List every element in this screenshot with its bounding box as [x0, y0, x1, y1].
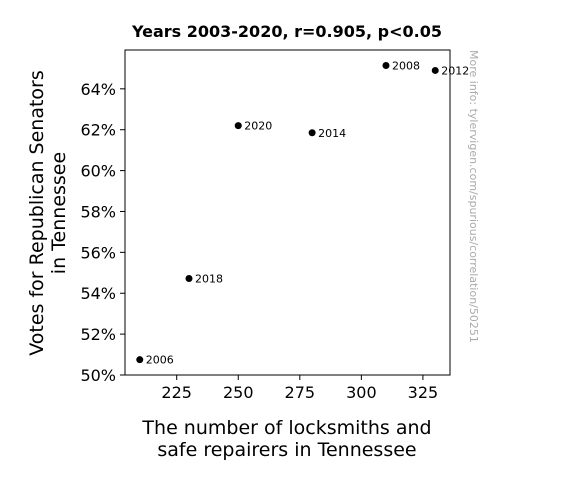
- chart-title: Years 2003-2020, r=0.905, p<0.05: [131, 22, 442, 41]
- x-tick-label: 275: [285, 383, 316, 402]
- y-tick-label: 52%: [80, 325, 116, 344]
- y-tick-label: 50%: [80, 366, 116, 385]
- x-axis-label-line-1: The number of locksmiths and: [141, 417, 431, 439]
- data-point: [234, 122, 242, 130]
- x-tick-label: 250: [223, 383, 254, 402]
- x-tick-label: 225: [161, 383, 192, 402]
- data-point: [431, 66, 439, 74]
- data-points: 2006 2018 2020 2014 2008 2012: [136, 60, 469, 367]
- y-tick-label: 62%: [80, 121, 116, 140]
- data-point-label: 2012: [441, 64, 469, 77]
- data-point-label: 2006: [146, 354, 174, 367]
- plot-frame: [124, 49, 451, 376]
- y-axis-label-line-2: in Tennessee: [48, 152, 70, 274]
- data-point: [382, 62, 390, 70]
- y-tick-label: 58%: [80, 202, 116, 221]
- y-tick-label: 60%: [80, 162, 116, 181]
- data-point: [308, 129, 316, 137]
- watermark-text: More info: tylervigen.com/spurious/corre…: [467, 50, 480, 343]
- data-point-label: 2020: [244, 120, 272, 133]
- y-tick-label: 64%: [80, 80, 116, 99]
- data-point: [185, 275, 193, 283]
- x-axis: 225 250 275 300 325: [161, 375, 438, 402]
- x-tick-label: 325: [408, 383, 439, 402]
- y-tick-label: 56%: [80, 243, 116, 262]
- y-tick-label: 54%: [80, 284, 116, 303]
- y-axis-label-line-1: Votes for Republican Senators: [26, 70, 48, 356]
- data-point-label: 2018: [195, 273, 223, 286]
- data-point-label: 2008: [392, 60, 420, 73]
- x-tick-label: 300: [346, 383, 377, 402]
- y-axis: 50% 52% 54% 56% 58% 60% 62% 64%: [80, 80, 125, 385]
- data-point: [136, 356, 144, 364]
- data-point-label: 2014: [318, 127, 346, 140]
- x-axis-label-line-2: safe repairers in Tennessee: [157, 439, 416, 461]
